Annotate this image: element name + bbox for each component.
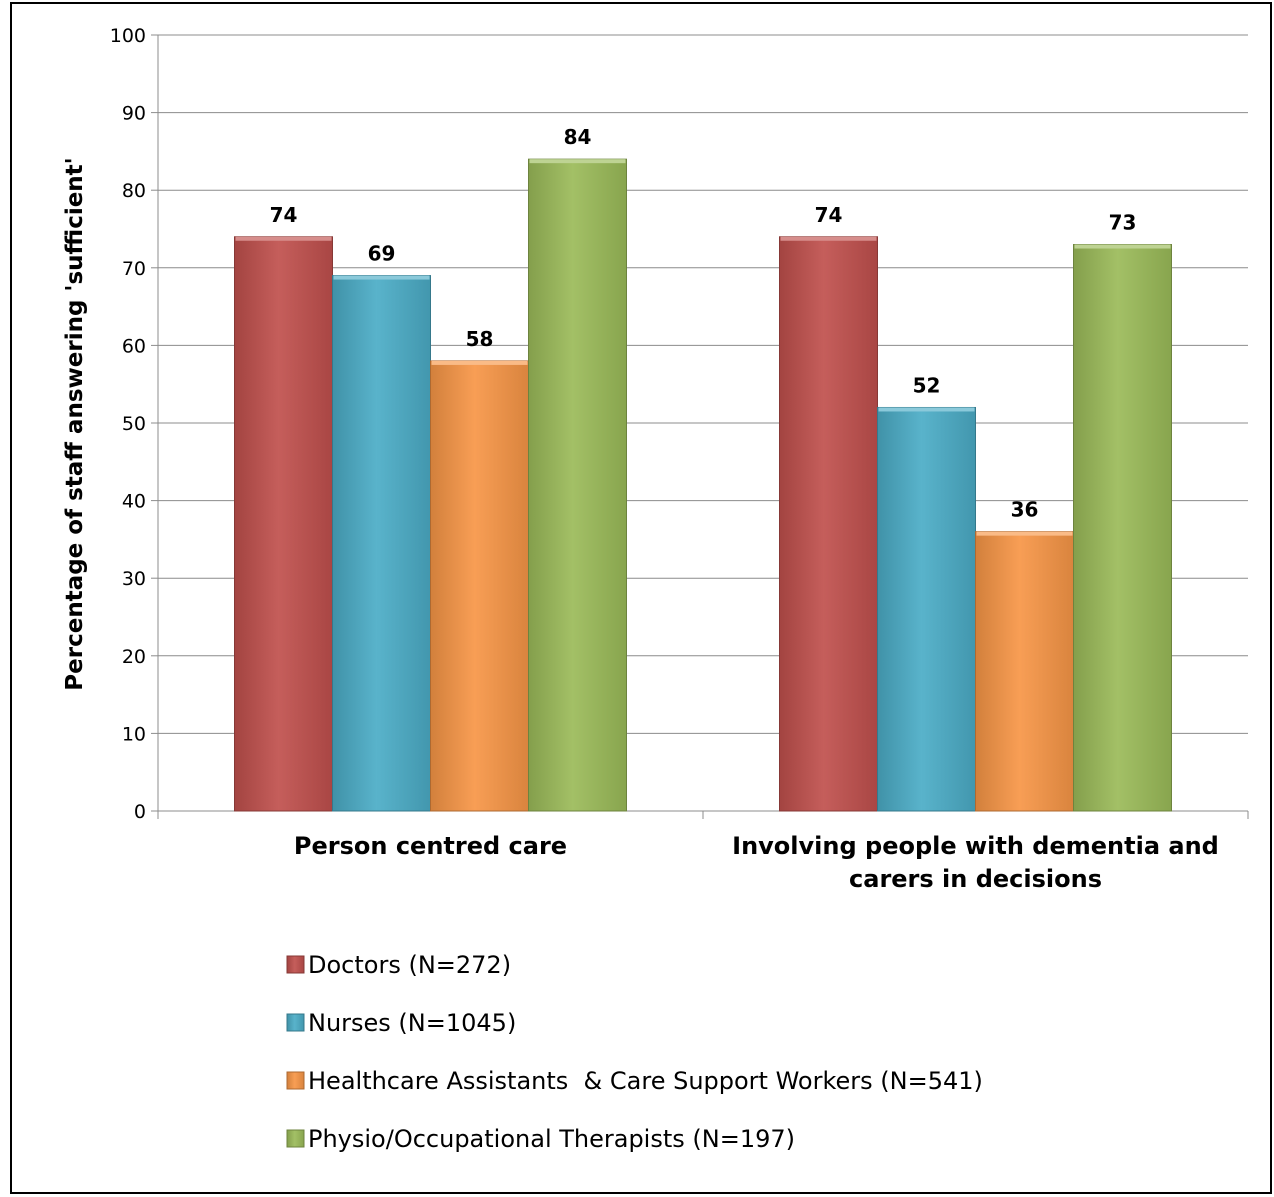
chart-frame: 0 10 20 30 40 50 60 70 80 90 100 74 69 58 84 74 52 36 73 … <box>10 2 1272 1194</box>
x-category-label: carers in decisions <box>849 865 1102 893</box>
category-labels: Person centred care Involving people with… <box>294 832 1219 893</box>
data-label: 84 <box>564 125 592 149</box>
bar-top-highlight <box>431 360 528 365</box>
bar <box>430 360 529 812</box>
legend-item: Healthcare Assistants & Care Support Wor… <box>286 1067 983 1095</box>
legend: Doctors (N=272) Nurses (N=1045) Healthcare… <box>286 951 983 1153</box>
y-tick-label: 30 <box>122 568 146 590</box>
bar-top-highlight <box>780 236 877 241</box>
bar <box>1073 244 1172 812</box>
y-tick-label: 20 <box>122 646 146 668</box>
legend-item: Doctors (N=272) <box>286 951 511 979</box>
legend-swatch <box>286 1071 305 1090</box>
legend-label: Doctors (N=272) <box>308 951 511 979</box>
bar-top-highlight <box>976 531 1073 536</box>
bar-top-highlight <box>235 236 332 241</box>
data-label: 52 <box>913 373 941 397</box>
data-label: 69 <box>368 242 396 266</box>
y-tick-label: 100 <box>110 25 146 47</box>
data-label: 74 <box>270 203 298 227</box>
x-category-label: Involving people with dementia and <box>732 832 1219 860</box>
legend-swatch <box>286 1013 305 1032</box>
y-tick-label: 90 <box>122 103 146 125</box>
y-axis-title: Percentage of staff answering 'sufficien… <box>62 157 88 690</box>
bar <box>975 531 1074 812</box>
bar <box>234 236 333 812</box>
data-labels: 74 69 58 84 74 52 36 73 <box>270 125 1137 521</box>
bar-top-highlight <box>333 275 430 280</box>
y-tick-label: 50 <box>122 413 146 435</box>
y-tick-label: 60 <box>122 335 146 357</box>
legend-label: Healthcare Assistants & Care Support Wor… <box>308 1067 983 1095</box>
legend-item: Physio/Occupational Therapists (N=197) <box>286 1125 795 1153</box>
data-label: 58 <box>466 327 494 351</box>
axes: 0 10 20 30 40 50 60 70 80 90 100 <box>110 25 1249 823</box>
legend-swatch <box>286 1129 305 1148</box>
legend-swatch <box>286 955 305 974</box>
bar-top-highlight <box>878 407 975 412</box>
data-label: 36 <box>1011 498 1039 522</box>
x-category-label: Person centred care <box>294 832 567 860</box>
bar <box>779 236 878 812</box>
legend-label: Physio/Occupational Therapists (N=197) <box>308 1125 795 1153</box>
bar <box>877 406 976 812</box>
y-tick-label: 80 <box>122 180 146 202</box>
bars <box>234 158 1172 812</box>
bar-top-highlight <box>529 159 626 164</box>
y-tick-label: 70 <box>122 258 146 280</box>
y-tick-label: 0 <box>134 801 146 823</box>
bar-top-highlight <box>1074 244 1171 249</box>
legend-label: Nurses (N=1045) <box>308 1009 516 1037</box>
legend-item: Nurses (N=1045) <box>286 1009 516 1037</box>
data-label: 74 <box>815 203 843 227</box>
y-tick-label: 10 <box>122 723 146 745</box>
data-label: 73 <box>1109 211 1137 235</box>
bar <box>528 158 627 812</box>
y-tick-label: 40 <box>122 491 146 513</box>
bar <box>332 275 431 812</box>
